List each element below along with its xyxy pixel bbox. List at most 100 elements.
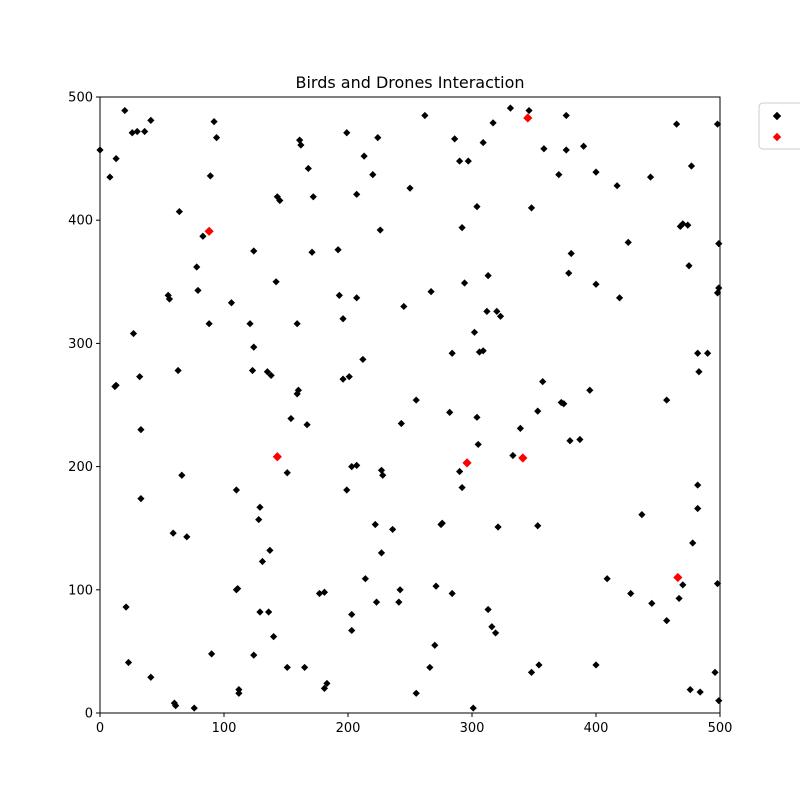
data-point-black <box>320 588 329 596</box>
data-point-black <box>232 486 240 494</box>
data-point-red <box>673 572 683 583</box>
legend-marker <box>772 111 782 121</box>
data-point-black <box>715 284 723 292</box>
data-point-red <box>523 113 533 123</box>
data-point-black <box>205 320 213 328</box>
data-point-black <box>376 226 384 234</box>
data-point-red <box>272 452 282 462</box>
data-point-black <box>469 704 477 712</box>
data-point-black <box>371 520 379 529</box>
data-point-black <box>456 157 464 165</box>
data-point-black <box>663 617 671 625</box>
x-tick-label: 0 <box>96 721 104 736</box>
data-point-black <box>539 377 547 386</box>
data-point-black <box>389 525 397 534</box>
data-point-black <box>124 658 133 667</box>
data-point-black <box>509 451 517 460</box>
data-point-black <box>147 673 155 681</box>
y-tick-label: 200 <box>68 460 93 475</box>
data-point-black <box>395 598 403 606</box>
data-point-black <box>266 546 274 554</box>
legend <box>758 102 800 150</box>
data-point-black <box>535 661 543 669</box>
data-point-black <box>263 368 271 376</box>
data-point-black <box>689 539 697 547</box>
data-point-black <box>592 168 600 176</box>
data-point-black <box>377 549 386 557</box>
data-point-black <box>446 408 454 416</box>
data-point-black <box>475 348 484 356</box>
data-point-black <box>193 263 201 271</box>
plot-area-frame <box>99 96 721 714</box>
data-point-black <box>234 584 242 593</box>
data-point-black <box>335 291 343 299</box>
data-point-black <box>479 138 487 147</box>
data-point-black <box>212 134 221 142</box>
data-point-black <box>491 629 500 637</box>
data-point-black <box>400 302 408 311</box>
data-point-black <box>427 288 435 296</box>
data-point-black <box>396 586 404 594</box>
data-point-black <box>565 269 573 277</box>
data-point-black <box>437 520 445 529</box>
data-point-black <box>169 529 177 537</box>
data-point-black <box>320 684 329 692</box>
data-point-black <box>483 307 491 315</box>
data-point-black <box>172 702 180 710</box>
data-point-black <box>227 299 236 307</box>
data-points <box>96 104 723 712</box>
data-point-black <box>496 312 505 320</box>
data-point-black <box>694 481 702 489</box>
data-point-black <box>297 141 305 149</box>
data-point-black <box>464 157 472 165</box>
data-point-black <box>534 522 542 530</box>
data-point-red <box>462 458 472 468</box>
data-point-red <box>204 226 214 236</box>
data-point-black <box>256 608 264 616</box>
data-point-black <box>208 650 216 658</box>
data-point-black <box>303 421 311 429</box>
data-point-black <box>713 580 722 588</box>
data-point-black <box>686 685 694 694</box>
data-point-black <box>675 594 683 603</box>
data-point-black <box>540 145 548 153</box>
y-tick-label: 400 <box>68 214 93 229</box>
data-point-black <box>627 589 635 598</box>
data-point-black <box>175 207 183 216</box>
y-tick-label: 100 <box>68 583 93 598</box>
data-point-black <box>676 222 684 230</box>
data-point-black <box>451 135 459 143</box>
data-point-black <box>106 173 114 181</box>
data-point-black <box>308 248 316 256</box>
data-point-black <box>96 146 104 154</box>
data-point-black <box>648 599 656 607</box>
data-point-black <box>250 343 258 351</box>
data-point-black <box>304 164 312 173</box>
data-point-black <box>460 279 469 287</box>
data-point-black <box>112 155 120 163</box>
data-point-black <box>293 390 301 398</box>
data-point-black <box>562 146 570 154</box>
y-tick-label: 0 <box>85 707 93 722</box>
data-point-black <box>265 608 273 616</box>
data-point-black <box>493 307 501 315</box>
data-point-black <box>534 407 542 415</box>
data-point-black <box>183 533 191 541</box>
data-point-black <box>715 240 723 248</box>
data-point-black <box>527 668 536 676</box>
data-point-black <box>165 295 174 303</box>
data-point-red <box>518 453 528 463</box>
data-point-black <box>711 668 719 676</box>
data-point-black <box>164 291 172 299</box>
data-point-black <box>372 598 381 606</box>
data-point-black <box>426 663 434 672</box>
data-point-black <box>624 238 632 246</box>
data-point-black <box>353 461 361 469</box>
data-point-black <box>258 557 267 566</box>
data-point-black <box>283 663 291 672</box>
y-tick-label: 500 <box>68 91 93 106</box>
data-point-black <box>560 400 568 408</box>
data-point-black <box>246 320 254 328</box>
data-point-black <box>555 171 563 179</box>
data-point-black <box>448 349 456 357</box>
